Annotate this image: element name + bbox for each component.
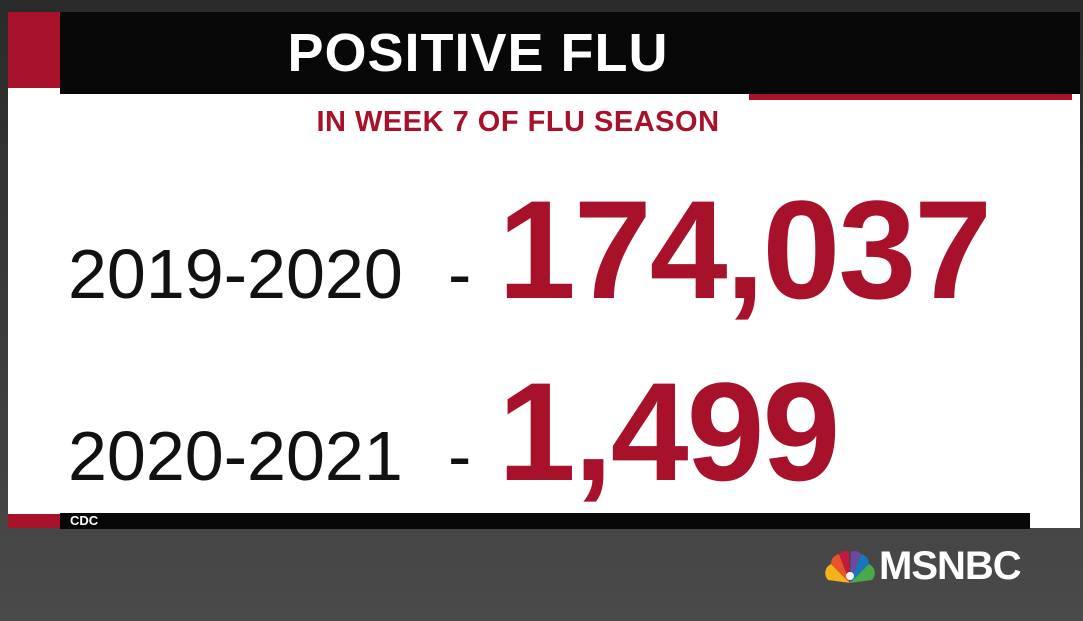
season-row: 2019-2020 - 174,037 <box>68 171 992 328</box>
source-label: CDC <box>70 513 99 528</box>
season-row: 2020-2021 - 1,499 <box>68 353 840 510</box>
top-left-red-stripe <box>8 12 60 88</box>
graphic-panel: POSITIVE FLU SPECIMENS IN WEEK 7 OF FLU … <box>8 12 1080 528</box>
title-bar <box>60 12 1080 94</box>
specimen-count: 1,499 <box>498 353 840 510</box>
bottom-left-red-stripe <box>8 514 60 528</box>
specimen-count: 174,037 <box>498 171 992 328</box>
season-separator: - <box>448 235 472 313</box>
graphic-title: POSITIVE FLU SPECIMENS <box>287 23 669 145</box>
peacock-icon <box>825 550 875 583</box>
msnbc-logo: MSNBC <box>825 544 1022 589</box>
graphic-subtitle: IN WEEK 7 OF FLU SEASON <box>316 106 720 138</box>
season-label: 2020-2021 <box>68 417 403 495</box>
source-bar <box>60 513 1030 529</box>
network-name: MSNBC <box>879 544 1022 588</box>
season-separator: - <box>448 417 472 495</box>
title-accent-line <box>749 94 1072 100</box>
season-label: 2019-2020 <box>68 235 403 313</box>
